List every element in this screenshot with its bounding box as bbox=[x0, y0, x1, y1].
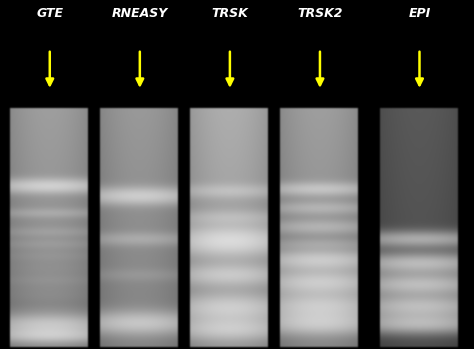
Text: RNEASY: RNEASY bbox=[112, 7, 168, 21]
Text: GTE: GTE bbox=[36, 7, 63, 21]
Text: EPI: EPI bbox=[409, 7, 430, 21]
Text: TRSK: TRSK bbox=[211, 7, 248, 21]
Text: TRSK2: TRSK2 bbox=[297, 7, 343, 21]
